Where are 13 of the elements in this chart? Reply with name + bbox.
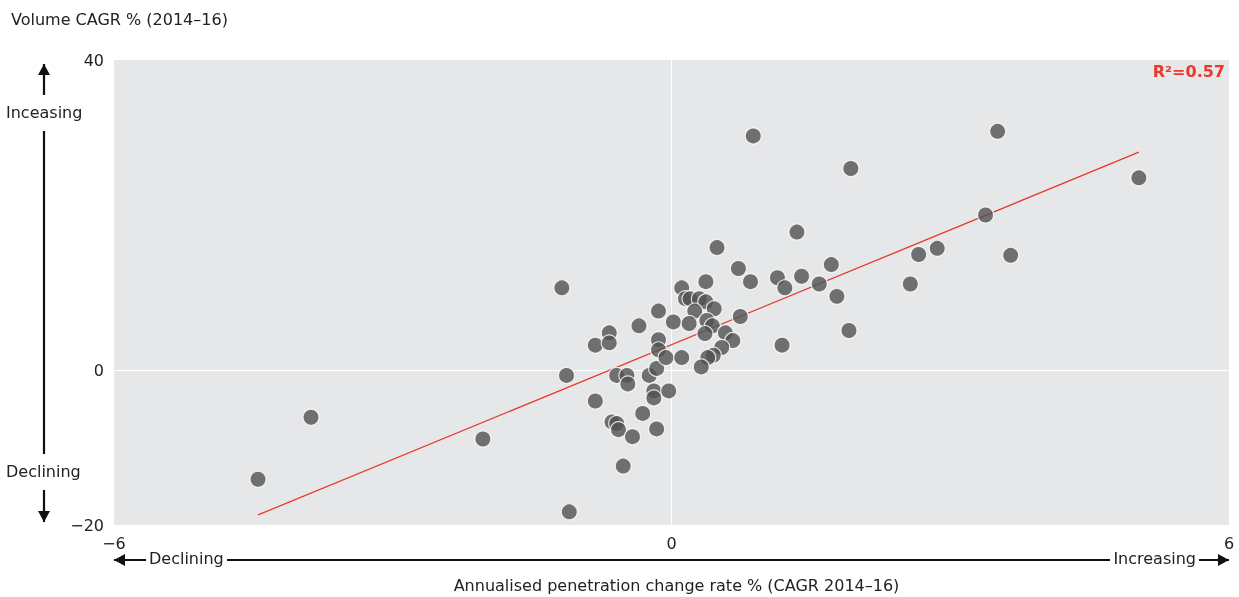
- text: Increasing: [1110, 549, 1199, 569]
- x-tick-label: 6: [1223, 533, 1235, 553]
- y-tick-label: 40: [83, 50, 104, 70]
- y-tick-label: 0: [93, 360, 104, 380]
- text: Inceasing: [6, 95, 83, 131]
- annotation: R²=0.57: [1152, 62, 1225, 82]
- y-tick-label: −20: [70, 515, 104, 535]
- x-tick-label: −6: [102, 533, 126, 553]
- text: Declining: [6, 454, 81, 490]
- x-tick-label: 0: [666, 533, 677, 553]
- x-axis-title: Annualised penetration change rate % (CAGR 2014–16): [453, 575, 900, 595]
- chart-title: Volume CAGR % (2014–16): [11, 9, 228, 29]
- text: Declining: [146, 549, 227, 569]
